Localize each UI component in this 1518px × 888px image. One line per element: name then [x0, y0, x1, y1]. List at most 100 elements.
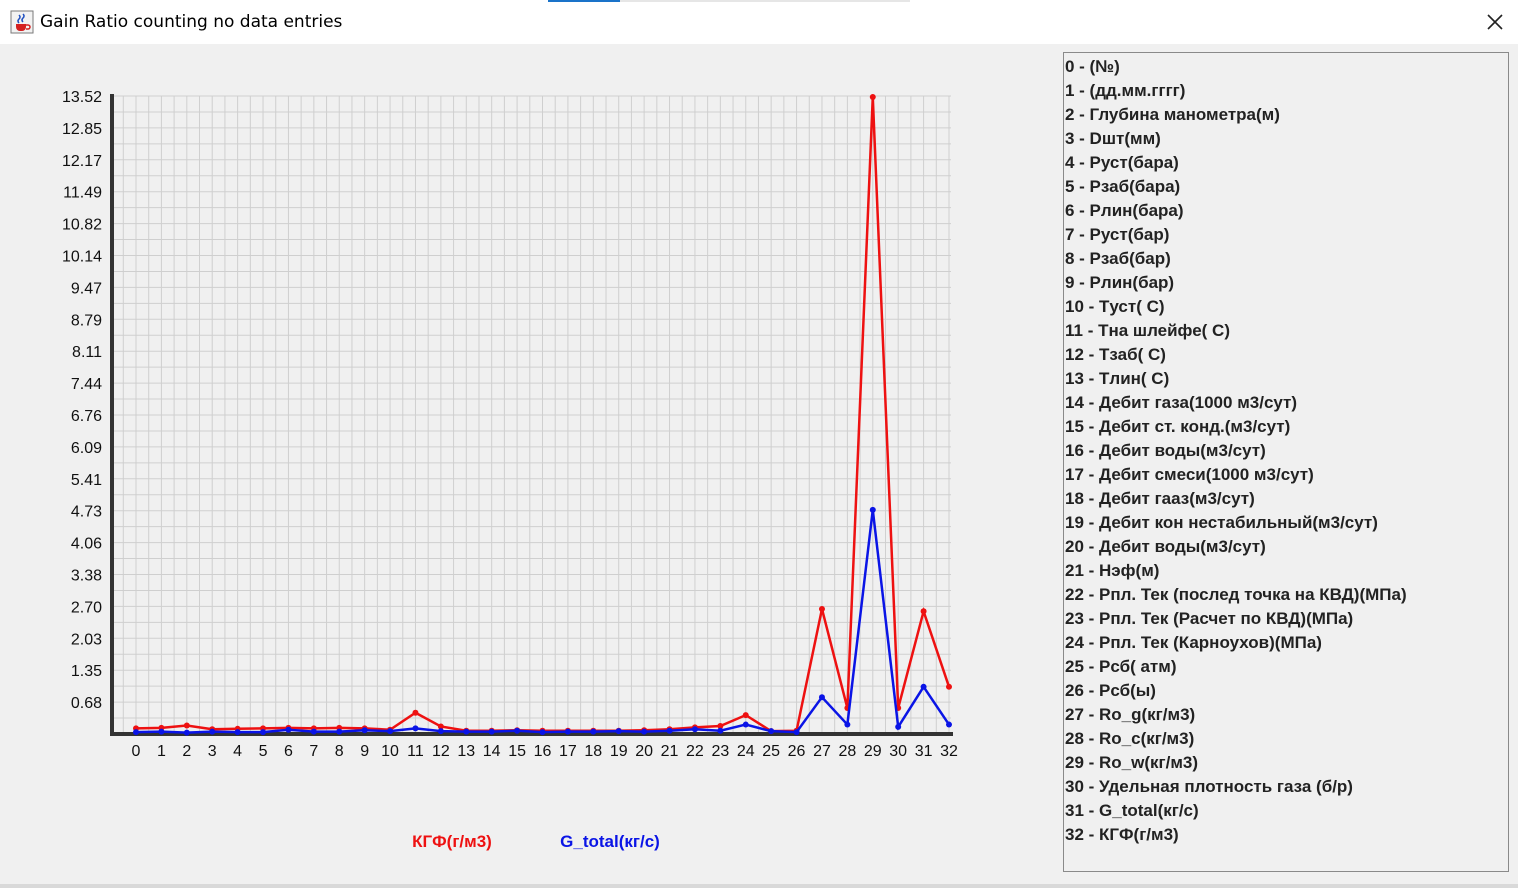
attribute-legend-item: 31 - G_total(кг/с)	[1065, 801, 1199, 820]
attribute-legend-item: 14 - Дебит газа(1000 м3/сут)	[1065, 393, 1298, 412]
attribute-legend-item: 25 - Pсб( атм)	[1065, 657, 1177, 676]
series-2-point	[946, 721, 952, 728]
series-2-point	[437, 728, 444, 735]
y-tick-label: 2.70	[71, 599, 102, 616]
attribute-legend-item: 11 - Tна шлейфе( C)	[1065, 321, 1230, 340]
x-tick-label: 14	[483, 743, 501, 760]
x-tick-label: 27	[813, 743, 831, 760]
attribute-legend-item: 26 - Pсб(ы)	[1065, 681, 1156, 700]
y-tick-label: 8.11	[72, 344, 102, 361]
x-tick-label: 0	[132, 743, 141, 760]
y-tick-label: 4.06	[71, 536, 102, 553]
x-tick-label: 15	[508, 743, 526, 760]
x-tick-label: 19	[610, 743, 628, 760]
x-tick-label: 13	[457, 743, 475, 760]
x-tick-label: 29	[864, 743, 882, 760]
attribute-legend-item: 22 - Pпл. Тек (послед точка на КВД)(МПа)	[1065, 585, 1407, 604]
series-2-point	[336, 728, 343, 735]
legend-entry-2: G_total(кг/с)	[560, 832, 660, 851]
y-tick-label: 12.17	[62, 153, 102, 170]
close-button[interactable]	[1478, 6, 1512, 38]
attribute-legend-item: 1 - (дд.мм.гггг)	[1065, 81, 1186, 100]
x-tick-label: 12	[432, 743, 450, 760]
y-tick-label: 8.79	[71, 312, 102, 329]
x-tick-label: 17	[559, 743, 577, 760]
series-2-point	[869, 506, 876, 513]
attribute-legend-item: 7 - Pуст(бар)	[1065, 225, 1170, 244]
y-tick-label: 10.82	[62, 217, 102, 234]
series-2-point	[666, 727, 673, 734]
x-tick-label: 4	[233, 743, 242, 760]
y-tick-label: 5.41	[71, 472, 102, 489]
java-cup-icon	[10, 10, 34, 34]
x-tick-label: 5	[259, 743, 268, 760]
series-1-point	[818, 605, 825, 612]
series-2-point	[209, 728, 216, 735]
series-2-point	[691, 726, 698, 733]
series-2-point	[285, 726, 292, 733]
y-tick-label: 0.68	[71, 695, 102, 712]
attribute-legend-item: 2 - Глубина манометра(м)	[1065, 105, 1280, 124]
series-2-point	[793, 729, 800, 736]
chart-grid	[112, 95, 951, 735]
x-tick-label: 22	[686, 743, 704, 760]
x-tick-label: 8	[335, 743, 344, 760]
series-2-point	[920, 683, 927, 690]
x-tick-label: 28	[838, 743, 856, 760]
series-2-point	[488, 728, 495, 735]
x-tick-labels: 0 1 2 3 4 5 6 7 8 9 10 11 12 13 14 15 16 17 18 19 20 21 22 23 24…	[132, 743, 958, 760]
x-tick-label: 30	[889, 743, 907, 760]
attribute-legend-item: 13 - Tлин( C)	[1065, 369, 1170, 388]
attribute-legend-item: 23 - Pпл. Тек (Расчет по КВД)(МПа)	[1065, 609, 1354, 628]
x-tick-label: 31	[915, 743, 933, 760]
series-1-point	[412, 709, 419, 716]
attribute-legend-item: 8 - Pзаб(бар)	[1065, 249, 1171, 268]
x-tick-label: 10	[381, 743, 399, 760]
series-2-point	[768, 728, 775, 735]
x-tick-label: 24	[737, 743, 755, 760]
line-chart: 0.68 1.35 2.03 2.70 3.38 4.06 4.73 5.41 6.09 6.76…	[62, 89, 958, 851]
series-2-point	[234, 729, 241, 736]
attribute-legend-item: 18 - Дебит гааз(м3/сут)	[1065, 489, 1255, 508]
attribute-legend-item: 30 - Удельная плотность газа (б/р)	[1065, 777, 1353, 796]
chart-legend: КГФ(г/м3) G_total(кг/с)	[412, 832, 660, 851]
x-tick-label: 16	[534, 743, 552, 760]
series-2-point	[641, 728, 648, 735]
y-tick-label: 11.49	[63, 185, 102, 202]
series-1-point	[946, 683, 952, 690]
x-tick-label: 2	[182, 743, 191, 760]
attribute-legend-item: 4 - Pуст(бара)	[1065, 153, 1179, 172]
x-tick-label: 11	[407, 743, 424, 760]
y-tick-label: 9.47	[71, 280, 102, 297]
series-2-point	[514, 727, 521, 734]
attribute-legend-item: 28 - Ro_c(кг/м3)	[1065, 729, 1195, 748]
attribute-legend-panel[interactable]: 0 - (№) 1 - (дд.мм.гггг) 2 - Глубина маном…	[1063, 52, 1509, 872]
y-tick-label: 10.14	[62, 249, 102, 266]
y-tick-label: 13.52	[62, 89, 102, 106]
title-progress-indicator	[548, 0, 620, 2]
series-2-point	[895, 723, 902, 730]
series-2-point	[183, 729, 190, 736]
title-bar: Gain Ratio counting no data entries	[0, 0, 1518, 44]
x-tick-label: 20	[635, 743, 653, 760]
legend-entry-1: КГФ(г/м3)	[412, 832, 492, 851]
x-tick-label: 26	[788, 743, 806, 760]
attribute-legend-item: 19 - Дебит кон нестабильный(м3/сут)	[1065, 513, 1378, 532]
series-2-point	[539, 729, 546, 736]
series-2-point	[590, 728, 597, 735]
series-1-point	[869, 93, 876, 100]
y-tick-label: 7.44	[71, 376, 102, 393]
x-tick-label: 6	[284, 743, 293, 760]
y-tick-label: 12.85	[62, 121, 102, 138]
series-2-point	[615, 728, 622, 735]
window-bottom-edge	[0, 884, 1518, 888]
attribute-legend-item: 21 - Нэф(м)	[1065, 561, 1160, 580]
title-progress-track	[620, 0, 910, 2]
series-1-point	[920, 608, 927, 615]
series-1-point	[183, 722, 190, 729]
series-2-point	[564, 728, 571, 735]
attribute-legend-item: 20 - Дебит воды(м3/сут)	[1065, 537, 1266, 556]
y-tick-label: 2.03	[71, 631, 102, 648]
series-2-point	[818, 694, 825, 701]
series-2-point	[133, 729, 139, 736]
